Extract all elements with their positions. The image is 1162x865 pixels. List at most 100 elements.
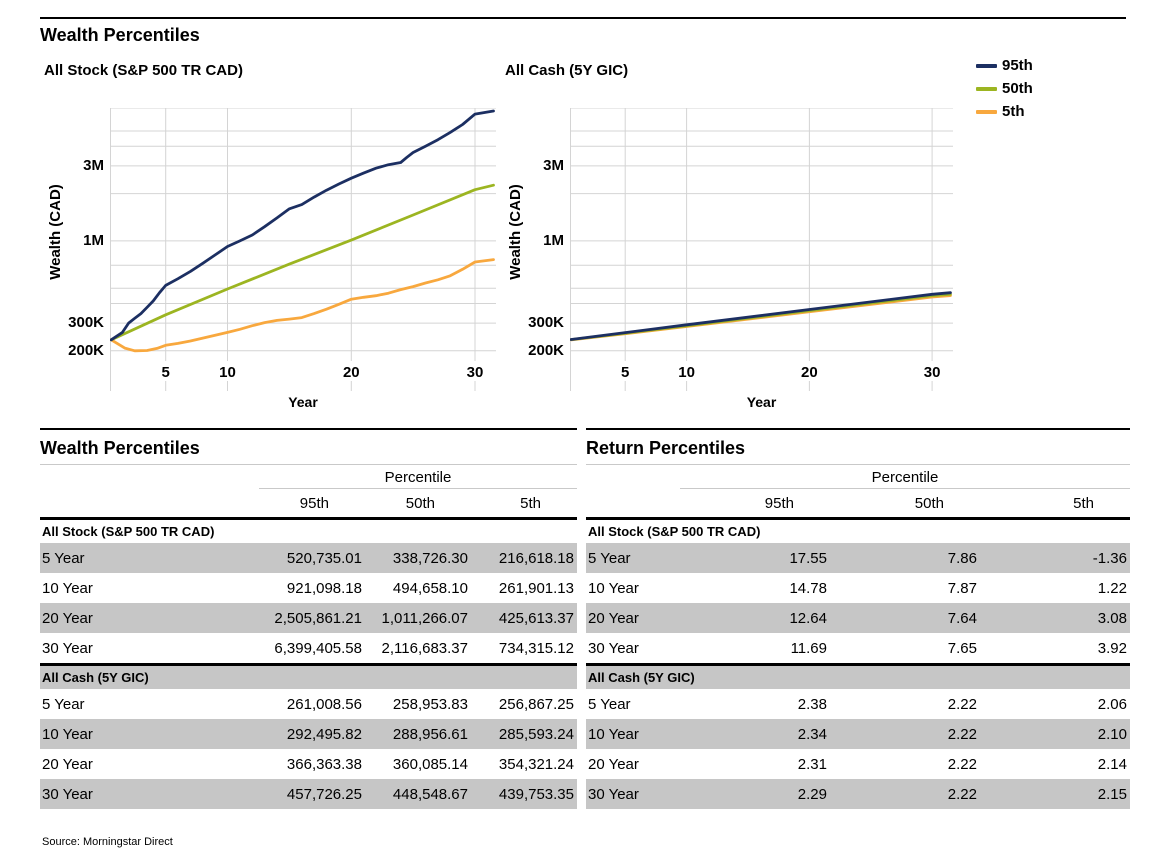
row-label: 5 Year bbox=[42, 695, 85, 713]
svg-text:20: 20 bbox=[801, 364, 818, 381]
y-tick-label: 300K bbox=[528, 314, 564, 331]
chart-legend: 95th 50th 5th bbox=[976, 54, 1033, 123]
svg-text:5: 5 bbox=[162, 364, 170, 381]
cell-value: 7.86 bbox=[947, 549, 977, 567]
y-tick-label: 300K bbox=[68, 314, 104, 331]
column-header-row: 95th 50th 5th bbox=[586, 489, 1130, 517]
cell-value: 366,363.38 bbox=[286, 755, 362, 773]
column-group-label: Percentile bbox=[384, 469, 452, 486]
cell-value: 2.22 bbox=[947, 785, 977, 803]
cell-value: 7.87 bbox=[947, 579, 977, 597]
y-tick-label: 3M bbox=[83, 157, 104, 174]
table-row: 5 Year 520,735.01 338,726.30 216,618.18 bbox=[40, 543, 577, 573]
column-header: 5th bbox=[520, 494, 541, 512]
row-label: 10 Year bbox=[42, 579, 93, 597]
table-row: 10 Year 292,495.82 288,956.61 285,593.24 bbox=[40, 719, 577, 749]
cell-value: 7.65 bbox=[947, 639, 977, 657]
table-row: 20 Year 2.31 2.22 2.14 bbox=[586, 749, 1130, 779]
cell-value: 14.78 bbox=[789, 579, 827, 597]
return-percentiles-table: Return Percentiles Percentile 95th 50th 5t… bbox=[586, 428, 1130, 809]
cell-value: 292,495.82 bbox=[286, 725, 362, 743]
legend-item-95th: 95th bbox=[976, 54, 1033, 77]
cell-value: 921,098.18 bbox=[286, 579, 362, 597]
cell-value: 425,613.37 bbox=[498, 609, 574, 627]
x-axis-title: Year bbox=[746, 394, 777, 410]
legend-label: 95th bbox=[1002, 57, 1033, 74]
section-divider-bar bbox=[40, 663, 577, 666]
cell-value: 2.06 bbox=[1097, 695, 1127, 713]
table-row: 5 Year 261,008.56 258,953.83 256,867.25 bbox=[40, 689, 577, 719]
chart-title-stock: All Stock (S&P 500 TR CAD) bbox=[44, 62, 243, 79]
page-title: Wealth Percentiles bbox=[40, 25, 200, 45]
column-group-underline bbox=[680, 488, 1130, 489]
y-tick-label: 200K bbox=[68, 342, 104, 359]
cell-value: 256,867.25 bbox=[498, 695, 574, 713]
table-row: 20 Year 2,505,861.21 1,011,266.07 425,613.3… bbox=[40, 603, 577, 633]
cell-value: 2.22 bbox=[947, 755, 977, 773]
cell-value: 3.08 bbox=[1097, 609, 1127, 627]
cell-value: 3.92 bbox=[1097, 639, 1127, 657]
section-divider-bar bbox=[40, 517, 577, 520]
cell-value: 216,618.18 bbox=[498, 549, 574, 567]
cell-value: 7.64 bbox=[947, 609, 977, 627]
column-header: 95th bbox=[764, 494, 794, 512]
legend-label: 50th bbox=[1002, 80, 1033, 97]
y-tick-label: 200K bbox=[528, 342, 564, 359]
cell-value: -1.36 bbox=[1092, 549, 1127, 567]
cell-value: 261,008.56 bbox=[286, 695, 362, 713]
column-header: 50th bbox=[914, 494, 944, 512]
cell-value: 258,953.83 bbox=[392, 695, 468, 713]
plot-area-stock: 5 10 20 30 bbox=[110, 108, 496, 391]
row-label: 30 Year bbox=[42, 785, 93, 803]
cell-value: 11.69 bbox=[790, 639, 827, 657]
svg-text:5: 5 bbox=[621, 364, 629, 381]
table-title: Wealth Percentiles bbox=[40, 430, 577, 465]
row-label: 30 Year bbox=[588, 785, 639, 803]
row-label: 20 Year bbox=[42, 755, 93, 773]
legend-item-50th: 50th bbox=[976, 77, 1033, 100]
cell-value: 288,956.61 bbox=[392, 725, 468, 743]
cell-value: 2.29 bbox=[797, 785, 827, 803]
group-header: All Stock (S&P 500 TR CAD) bbox=[588, 524, 761, 539]
group-header: All Cash (5Y GIC) bbox=[586, 666, 1130, 689]
x-axis-title: Year bbox=[288, 394, 318, 410]
cell-value: 2.31 bbox=[797, 755, 827, 773]
legend-label: 5th bbox=[1002, 103, 1025, 120]
table-row: 20 Year 12.64 7.64 3.08 bbox=[586, 603, 1130, 633]
section-divider-bar bbox=[586, 663, 1130, 666]
plot-area-cash: 5 10 20 30 bbox=[570, 108, 953, 391]
svg-text:10: 10 bbox=[678, 364, 695, 381]
cell-value: 2.10 bbox=[1097, 725, 1127, 743]
table-body: 95th 50th 5th All Stock (S&P 500 TR CAD) 5 Y… bbox=[40, 489, 577, 809]
row-label: 10 Year bbox=[588, 725, 639, 743]
row-label: 10 Year bbox=[588, 579, 639, 597]
cell-value: 354,321.24 bbox=[498, 755, 574, 773]
row-label: 20 Year bbox=[588, 609, 639, 627]
cell-value: 6,399,405.58 bbox=[274, 639, 362, 657]
top-divider bbox=[40, 17, 1126, 19]
section-divider-bar bbox=[586, 517, 1130, 520]
table-top-rule bbox=[586, 428, 1130, 430]
table-row: 10 Year 14.78 7.87 1.22 bbox=[586, 573, 1130, 603]
table-row: 5 Year 17.55 7.86 -1.36 bbox=[586, 543, 1130, 573]
cell-value: 439,753.35 bbox=[498, 785, 574, 803]
row-label: 5 Year bbox=[588, 549, 631, 567]
table-top-rule bbox=[40, 428, 577, 430]
cell-value: 457,726.25 bbox=[286, 785, 362, 803]
cell-value: 360,085.14 bbox=[392, 755, 468, 773]
table-row: 30 Year 457,726.25 448,548.67 439,753.35 bbox=[40, 779, 577, 809]
row-label: 30 Year bbox=[588, 639, 639, 657]
table-title: Return Percentiles bbox=[586, 430, 1130, 465]
row-label: 5 Year bbox=[42, 549, 85, 567]
column-group-underline bbox=[259, 488, 577, 489]
column-header: 50th bbox=[405, 494, 435, 512]
group-header: All Stock (S&P 500 TR CAD) bbox=[42, 524, 215, 539]
cell-value: 2.15 bbox=[1097, 785, 1127, 803]
legend-swatch-icon bbox=[976, 63, 997, 68]
cell-value: 261,901.13 bbox=[498, 579, 574, 597]
cell-value: 2.38 bbox=[797, 695, 827, 713]
y-tick-label: 1M bbox=[543, 232, 564, 249]
wealth-chart-stock: Wealth (CAD) 200K 300K 1M 3M 5 10 20 30 Year bbox=[40, 106, 506, 416]
svg-text:30: 30 bbox=[467, 364, 484, 381]
cell-value: 2.22 bbox=[947, 695, 977, 713]
